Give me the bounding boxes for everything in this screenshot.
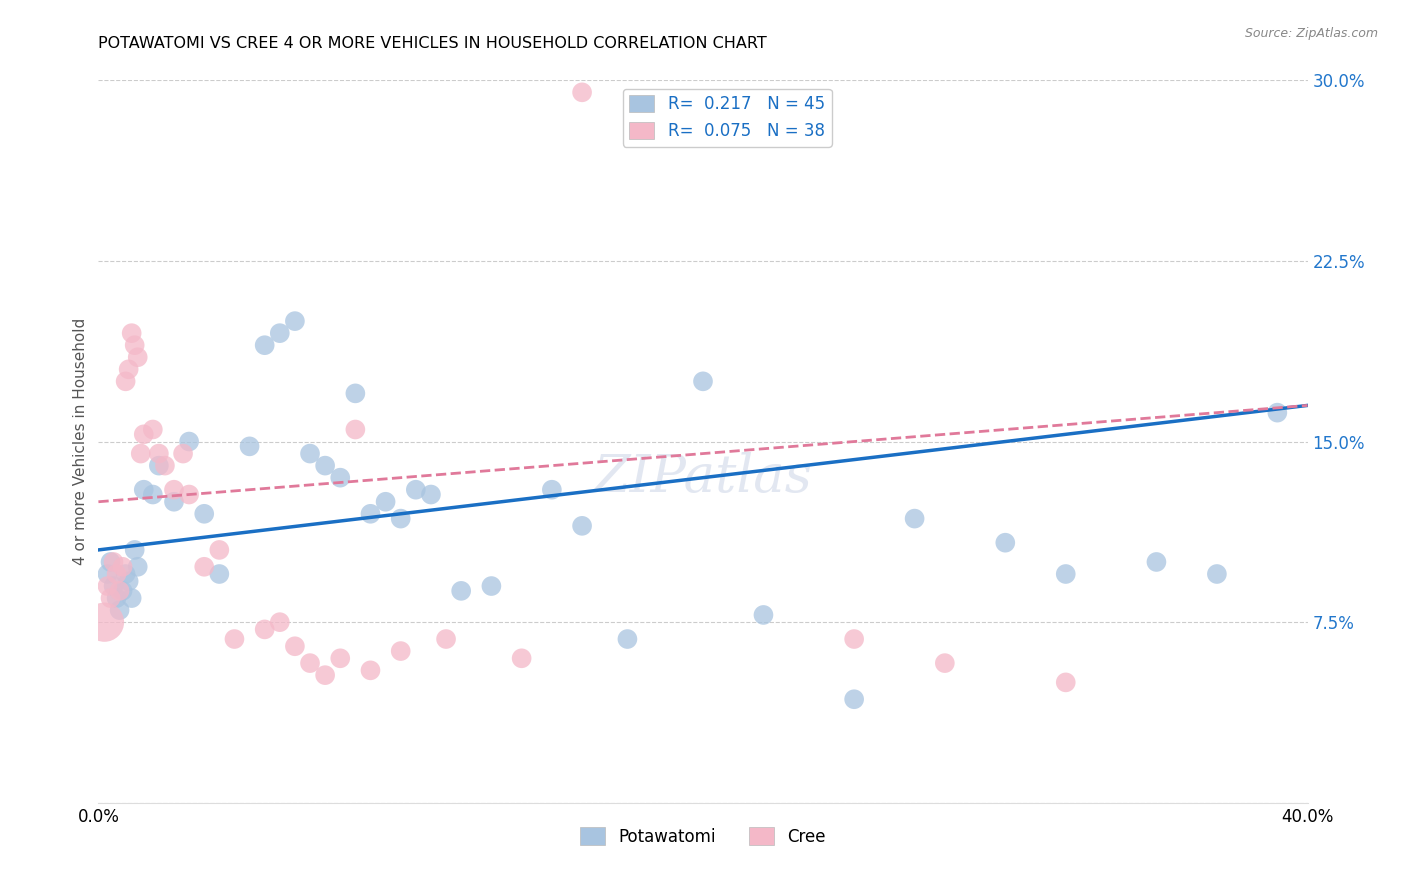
Point (540, 483, 562, 497)
Point (96, 567, 118, 582)
Point (142, 422, 165, 436)
Point (420, 487, 443, 501)
Point (405, 483, 427, 497)
Point (118, 362, 141, 376)
Point (344, 422, 367, 436)
Point (179, 487, 201, 501)
Point (284, 639, 307, 653)
Point (374, 494, 396, 508)
Point (153, 458, 176, 473)
Point (129, 446, 152, 460)
Point (934, 656, 956, 670)
Point (752, 607, 775, 622)
Point (994, 535, 1017, 549)
Point (118, 574, 141, 589)
Point (105, 591, 128, 605)
Point (571, 85, 593, 99)
Point (269, 615, 291, 630)
Point (314, 458, 336, 473)
Point (132, 427, 155, 442)
Y-axis label: 4 or more Vehicles in Household: 4 or more Vehicles in Household (73, 318, 89, 566)
Point (163, 494, 186, 508)
Text: POTAWATOMI VS CREE 4 OR MORE VEHICLES IN HOUSEHOLD CORRELATION CHART: POTAWATOMI VS CREE 4 OR MORE VEHICLES IN… (98, 36, 768, 51)
Point (132, 483, 155, 497)
Point (208, 542, 231, 557)
Point (299, 446, 322, 460)
Point (1054, 567, 1077, 582)
Point (224, 632, 246, 646)
Point (616, 632, 638, 646)
Point (124, 542, 146, 557)
Point (1144, 555, 1167, 569)
Point (692, 374, 714, 388)
Point (124, 338, 146, 352)
Point (127, 559, 149, 574)
Point (142, 487, 165, 501)
Point (360, 664, 382, 678)
Point (269, 326, 291, 340)
Point (481, 579, 503, 593)
Point (329, 651, 352, 665)
Point (284, 314, 307, 328)
Point (193, 559, 215, 574)
Point (329, 470, 352, 484)
Point (844, 632, 866, 646)
Point (299, 656, 322, 670)
Point (253, 338, 276, 352)
Point (100, 555, 122, 569)
Point (148, 458, 170, 473)
Point (510, 651, 533, 665)
Point (121, 591, 143, 605)
Text: ZIPatlas: ZIPatlas (593, 452, 813, 503)
Point (450, 583, 472, 598)
Point (93, 615, 115, 630)
Point (163, 483, 186, 497)
Point (389, 511, 412, 525)
Point (389, 644, 412, 658)
Point (108, 603, 131, 617)
Point (121, 326, 143, 340)
Point (1206, 567, 1229, 582)
Point (179, 434, 201, 449)
Point (114, 567, 136, 582)
Point (105, 567, 128, 582)
Point (360, 507, 382, 521)
Point (111, 559, 134, 574)
Point (100, 591, 122, 605)
Point (434, 632, 457, 646)
Point (114, 374, 136, 388)
Point (904, 511, 927, 525)
Point (239, 439, 262, 453)
Point (253, 623, 276, 637)
Point (103, 555, 125, 569)
Point (96, 579, 118, 593)
Point (208, 567, 231, 582)
Point (193, 507, 215, 521)
Point (1267, 406, 1289, 420)
Legend: Potawatomi, Cree: Potawatomi, Cree (574, 821, 832, 852)
Point (344, 386, 367, 401)
Point (103, 579, 125, 593)
Point (1054, 675, 1077, 690)
Text: Source: ZipAtlas.com: Source: ZipAtlas.com (1244, 27, 1378, 40)
Point (127, 350, 149, 364)
Point (108, 583, 131, 598)
Point (172, 446, 194, 460)
Point (571, 518, 593, 533)
Point (314, 668, 336, 682)
Point (844, 692, 866, 706)
Point (148, 446, 170, 460)
Point (111, 583, 134, 598)
